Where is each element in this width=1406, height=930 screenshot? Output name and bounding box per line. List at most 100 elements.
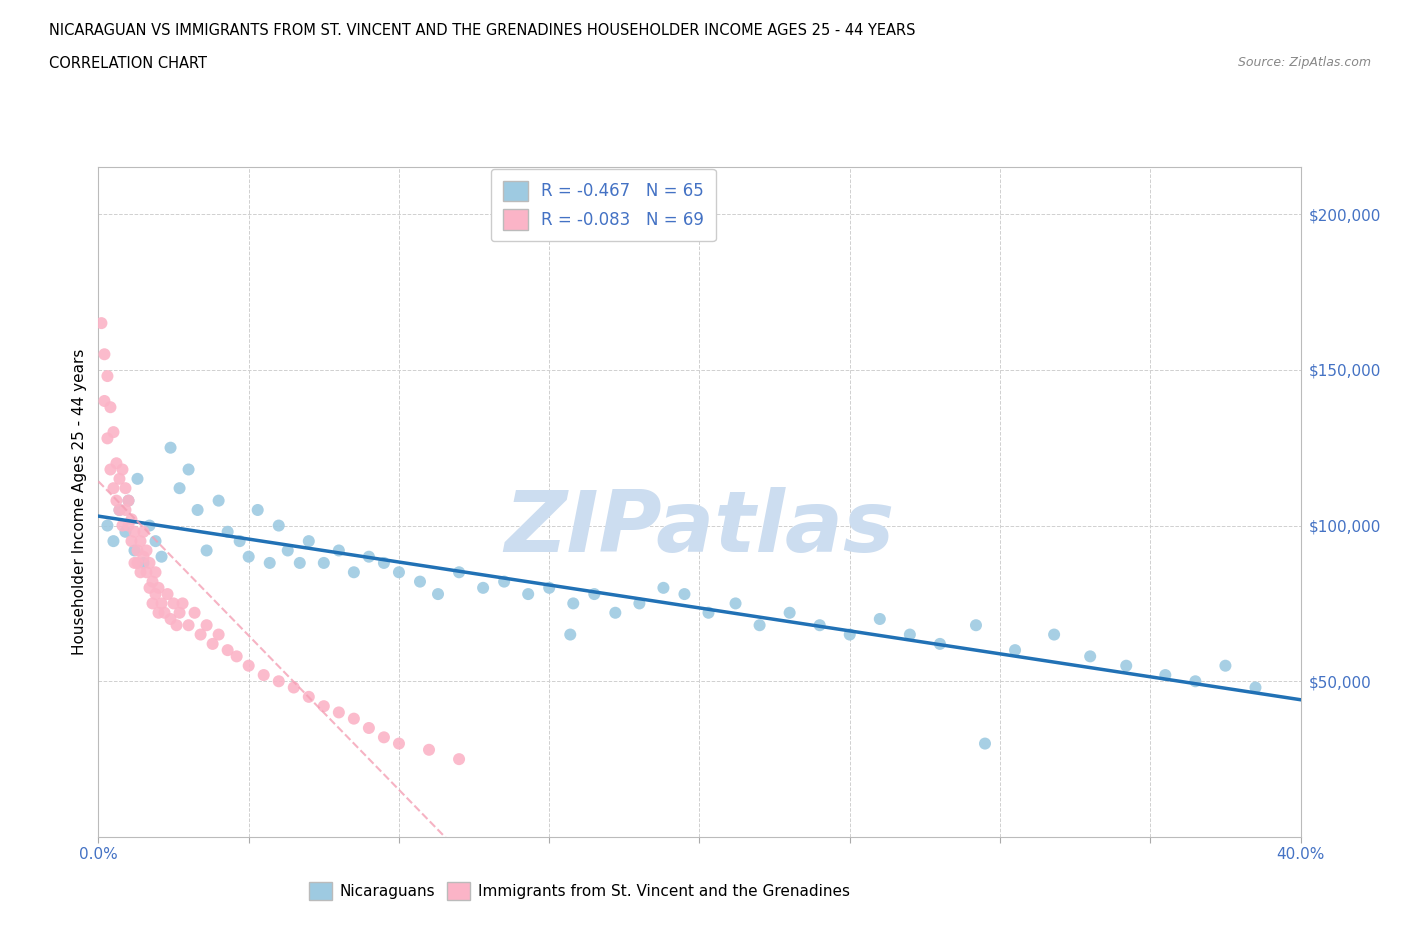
Point: [253, 668, 276, 683]
Point: [697, 605, 720, 620]
Point: [132, 525, 155, 539]
Point: [103, 534, 125, 549]
Point: [238, 550, 260, 565]
Point: [150, 550, 173, 565]
Point: [138, 555, 160, 570]
Point: [124, 525, 146, 539]
Point: [138, 518, 160, 533]
Point: [127, 472, 149, 486]
Point: [148, 580, 170, 595]
Point: [652, 580, 675, 595]
Point: [150, 596, 173, 611]
Point: [201, 636, 224, 651]
Point: [195, 543, 218, 558]
Point: [1244, 680, 1267, 695]
Point: [183, 605, 205, 620]
Point: [172, 596, 194, 611]
Point: [259, 555, 281, 570]
Point: [974, 737, 997, 751]
Point: [225, 649, 247, 664]
Point: [238, 658, 260, 673]
Point: [93, 347, 115, 362]
Point: [111, 518, 134, 533]
Point: [105, 493, 128, 508]
Point: [388, 565, 411, 579]
Point: [124, 555, 146, 570]
Point: [96, 368, 118, 383]
Point: [472, 580, 495, 595]
Point: [114, 481, 136, 496]
Point: [208, 627, 231, 642]
Point: [141, 574, 163, 589]
Point: [105, 456, 128, 471]
Point: [898, 627, 921, 642]
Text: CORRELATION CHART: CORRELATION CHART: [49, 56, 207, 71]
Point: [1078, 649, 1101, 664]
Point: [267, 518, 290, 533]
Point: [1184, 674, 1206, 689]
Point: [724, 596, 747, 611]
Point: [96, 431, 118, 445]
Point: [217, 643, 239, 658]
Point: [100, 400, 122, 415]
Point: [90, 315, 112, 330]
Point: [312, 698, 335, 713]
Legend: Nicaraguans, Immigrants from St. Vincent and the Grenadines: Nicaraguans, Immigrants from St. Vincent…: [302, 875, 856, 907]
Point: [277, 543, 299, 558]
Point: [127, 555, 149, 570]
Point: [96, 518, 118, 533]
Point: [1154, 668, 1177, 683]
Point: [328, 705, 350, 720]
Point: [517, 587, 540, 602]
Point: [117, 493, 139, 508]
Point: [1043, 627, 1066, 642]
Point: [124, 543, 146, 558]
Point: [373, 730, 395, 745]
Point: [117, 493, 139, 508]
Point: [190, 627, 212, 642]
Point: [135, 565, 157, 579]
Point: [357, 550, 380, 565]
Point: [121, 512, 143, 526]
Point: [145, 587, 167, 602]
Point: [373, 555, 395, 570]
Point: [494, 574, 516, 589]
Point: [169, 481, 191, 496]
Point: [312, 555, 335, 570]
Point: [1115, 658, 1137, 673]
Point: [298, 534, 321, 549]
Point: [838, 627, 860, 642]
Point: [605, 605, 627, 620]
Point: [228, 534, 250, 549]
Point: [159, 440, 181, 455]
Point: [246, 502, 269, 517]
Point: [108, 472, 131, 486]
Point: [129, 534, 152, 549]
Point: [628, 596, 651, 611]
Point: [111, 462, 134, 477]
Point: [447, 565, 470, 579]
Point: [103, 425, 125, 440]
Point: [1215, 658, 1237, 673]
Point: [808, 618, 831, 632]
Point: [177, 618, 200, 632]
Point: [100, 462, 122, 477]
Point: [560, 627, 582, 642]
Point: [288, 555, 311, 570]
Point: [108, 502, 131, 517]
Point: [208, 493, 231, 508]
Point: [148, 605, 170, 620]
Text: Source: ZipAtlas.com: Source: ZipAtlas.com: [1237, 56, 1371, 69]
Point: [562, 596, 585, 611]
Point: [135, 543, 157, 558]
Point: [114, 502, 136, 517]
Point: [156, 587, 179, 602]
Point: [108, 502, 131, 517]
Point: [283, 680, 305, 695]
Point: [869, 612, 891, 627]
Point: [343, 711, 366, 726]
Point: [965, 618, 987, 632]
Point: [343, 565, 366, 579]
Text: ZIPatlas: ZIPatlas: [505, 487, 894, 570]
Point: [121, 534, 143, 549]
